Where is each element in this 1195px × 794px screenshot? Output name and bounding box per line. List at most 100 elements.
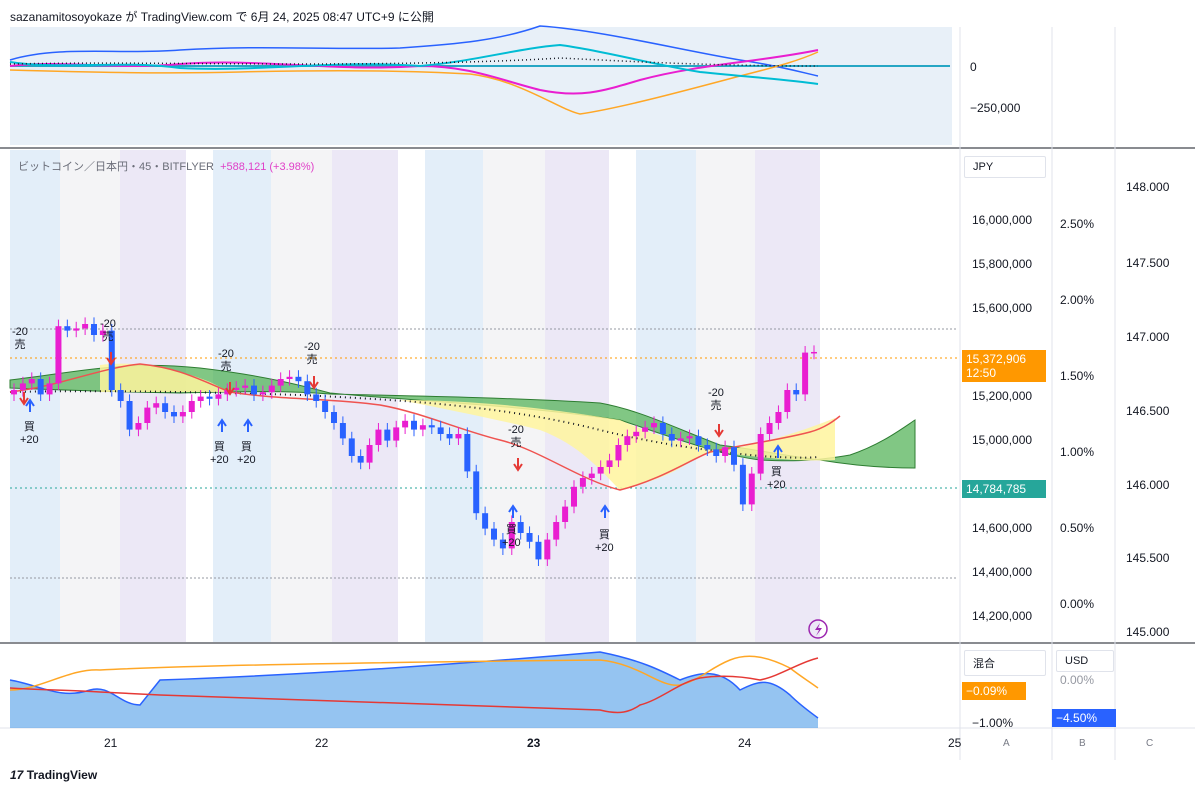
candle-body (179, 412, 186, 417)
candle-body (375, 429, 382, 445)
candle-body (153, 403, 160, 408)
auto-scale-button[interactable]: A (1003, 738, 1010, 749)
candle-body (571, 486, 577, 507)
symbol-title: ビットコイン／日本円・45・BITFLYER +588,121 (+3.98%) (18, 158, 314, 174)
oscillator-lines (9, 25, 950, 115)
candle-body (437, 427, 444, 434)
lower-tick: −1.00% (972, 716, 1014, 730)
usd-tick: 148.000 (1126, 180, 1170, 194)
candle-body (633, 431, 640, 437)
candle-body (144, 407, 151, 423)
usd-label[interactable]: USD (1056, 650, 1114, 672)
tradingview-logo[interactable]: 17 TradingView (10, 768, 98, 782)
buy-signal-label: 買 +20 (502, 524, 521, 549)
currency-label[interactable]: JPY (964, 156, 1046, 178)
candle-body (588, 473, 595, 478)
candle-body (526, 533, 533, 542)
candle-body (171, 412, 177, 417)
time-tick: 24 (738, 736, 752, 750)
candle-body (366, 445, 373, 463)
candle-body (339, 423, 346, 439)
price-tick: 15,800,000 (972, 257, 1033, 271)
time-tick: 22 (315, 736, 329, 750)
candle-body (686, 436, 693, 439)
mixed-label[interactable]: 混合 (964, 650, 1046, 676)
candle-body (677, 438, 684, 441)
candle-body (91, 324, 97, 335)
candle-body (597, 467, 604, 474)
candle-body (135, 423, 142, 430)
candle-body (28, 379, 35, 384)
buy-signal-label: 買 +20 (210, 441, 229, 466)
candle-body (668, 434, 675, 441)
usd-tick: 146.000 (1126, 478, 1170, 492)
candle-body (446, 434, 453, 439)
candle-body (224, 390, 231, 395)
price-tick: 15,200,000 (972, 389, 1033, 403)
last-price-tag: 15,372,906 12:50 (962, 350, 1046, 382)
usd-tick: 147.000 (1126, 330, 1170, 344)
pct-tick: 0.50% (1060, 521, 1095, 535)
usd-tick: 145.000 (1126, 625, 1170, 639)
candle-body (55, 326, 62, 384)
candle-body (579, 478, 586, 487)
candle-body (802, 352, 809, 395)
osc-tick: −250,000 (970, 101, 1021, 115)
scale-b-button[interactable]: B (1079, 738, 1086, 749)
candle-body (304, 381, 311, 395)
candle-body (242, 385, 249, 388)
candle-body (562, 506, 569, 522)
lower-orange-tag: −0.09% (962, 682, 1026, 700)
candle-body (722, 447, 729, 456)
lower-blue-tag: −4.50% (1052, 709, 1116, 727)
candle-body (313, 394, 320, 401)
candle-body (357, 456, 364, 463)
candle-body (713, 449, 720, 456)
sell-signal-label: -20 売 (304, 341, 320, 366)
candle-body (606, 460, 613, 467)
candle-body (348, 438, 355, 456)
candle-body (651, 423, 657, 428)
pct-tick: 2.00% (1060, 293, 1095, 307)
candle-body (642, 427, 649, 432)
pct-tick: 1.00% (1060, 445, 1095, 459)
candle-body (286, 376, 293, 379)
candle-body (748, 473, 755, 505)
symbol-change: +588,121 (+3.98%) (220, 161, 315, 173)
symbol-name: ビットコイン／日本円・45・BITFLYER (18, 161, 214, 173)
scale-c-button[interactable]: C (1146, 738, 1154, 749)
candle-body (473, 471, 480, 514)
buy-signal-label: 買 +20 (237, 441, 256, 466)
candle-body (731, 447, 737, 465)
sell-signal-label: -20 売 (708, 387, 724, 412)
candle-body (162, 403, 169, 412)
candle-body (811, 351, 817, 354)
candle-body (251, 385, 257, 395)
candle-body (739, 464, 746, 505)
candle-body (206, 396, 213, 399)
sell-signal-label: -20 売 (508, 424, 524, 449)
kumo-cloud-yellow-1 (100, 363, 230, 392)
candle-body (19, 383, 26, 390)
usd-tick: 147.500 (1126, 256, 1170, 270)
session-bands (10, 150, 820, 642)
candle-body (188, 401, 195, 412)
candle-body (99, 330, 106, 335)
candle-body (428, 425, 435, 428)
price-tick: 15,000,000 (972, 433, 1033, 447)
candle-body (499, 539, 506, 549)
publish-header: sazanamitosoyokaze が TradingView.com で 6… (10, 10, 434, 24)
candle-body (535, 541, 542, 560)
candle-body (766, 423, 773, 434)
buy-signal-label: 買 +20 (595, 529, 614, 554)
candle-body (331, 412, 337, 423)
candle-body (402, 420, 409, 428)
candle-body (46, 383, 53, 395)
candle-body (491, 528, 497, 540)
candle-body (775, 412, 782, 423)
candle-body (695, 436, 702, 445)
candlestick-series (11, 317, 817, 566)
candle-body (37, 379, 44, 395)
usd-tick: 145.500 (1126, 551, 1170, 565)
